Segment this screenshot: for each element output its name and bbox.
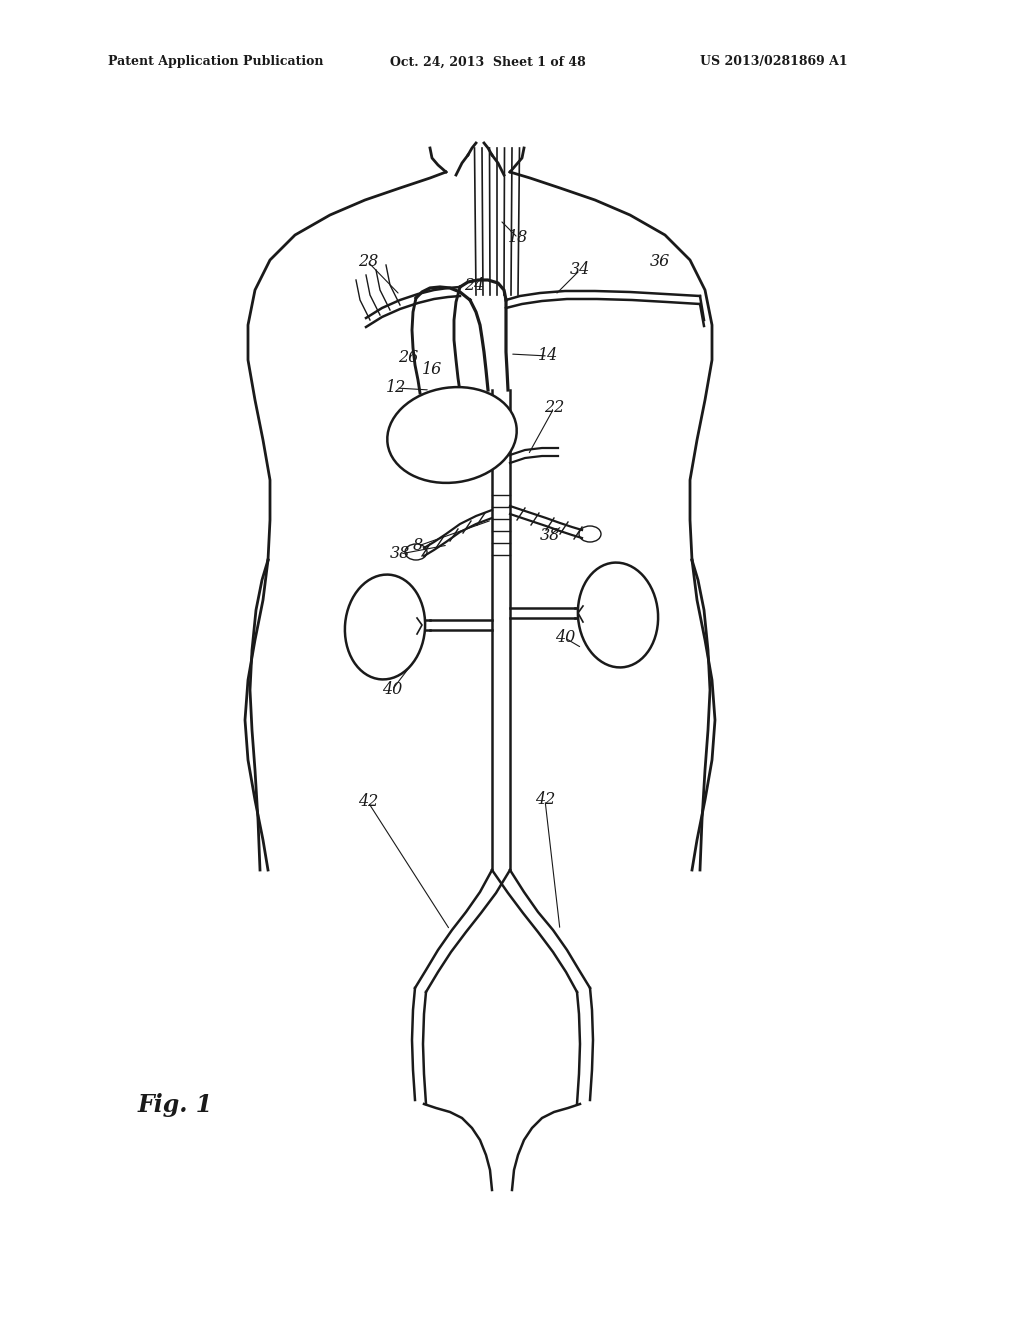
- Text: Oct. 24, 2013  Sheet 1 of 48: Oct. 24, 2013 Sheet 1 of 48: [390, 55, 586, 69]
- Ellipse shape: [579, 525, 601, 543]
- Ellipse shape: [406, 544, 427, 560]
- Text: 12: 12: [386, 380, 407, 396]
- Text: 24: 24: [464, 276, 484, 293]
- Text: Patent Application Publication: Patent Application Publication: [108, 55, 324, 69]
- Ellipse shape: [345, 574, 425, 680]
- Text: 14: 14: [538, 347, 558, 364]
- Text: 26: 26: [398, 350, 418, 367]
- Text: 38: 38: [390, 545, 411, 562]
- Text: 36: 36: [650, 253, 670, 271]
- Text: 42: 42: [535, 792, 555, 808]
- Text: 40: 40: [382, 681, 402, 698]
- Ellipse shape: [578, 562, 658, 668]
- Text: US 2013/0281869 A1: US 2013/0281869 A1: [700, 55, 848, 69]
- Text: 34: 34: [570, 261, 590, 279]
- Text: 42: 42: [357, 793, 378, 810]
- Text: 28: 28: [357, 253, 378, 271]
- Text: 8: 8: [413, 537, 423, 554]
- Text: 16: 16: [422, 362, 442, 379]
- Text: 18: 18: [508, 230, 528, 247]
- Text: 22: 22: [544, 400, 564, 417]
- Text: 38: 38: [540, 527, 560, 544]
- Text: 40: 40: [555, 630, 575, 647]
- Text: Fig. 1: Fig. 1: [137, 1093, 213, 1117]
- Ellipse shape: [387, 387, 517, 483]
